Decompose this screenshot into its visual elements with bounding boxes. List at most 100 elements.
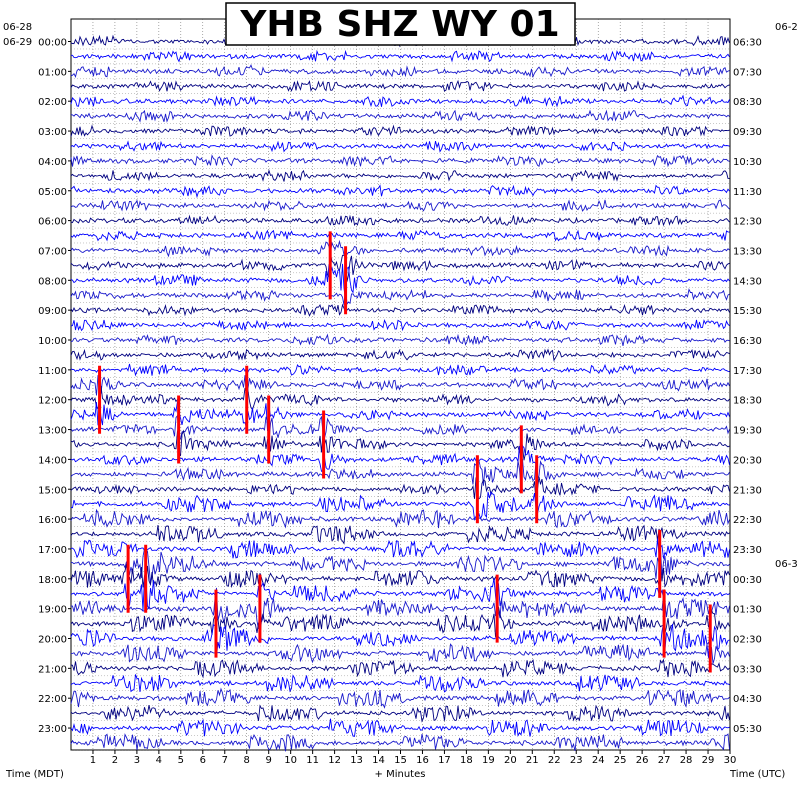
x-tick-label: 10 [284, 755, 297, 766]
right-hour-label: 14:30 [733, 276, 762, 287]
trace-line [70, 621, 730, 658]
x-tick-label: 24 [592, 755, 605, 766]
x-tick-label: 28 [680, 755, 693, 766]
left-axis-label: Time (MDT) [5, 769, 64, 780]
right-hour-label: 06:30 [733, 38, 762, 49]
trace-line [70, 658, 730, 679]
trace-line [70, 229, 730, 242]
trace-line [70, 458, 730, 488]
right-hour-label: 15:30 [733, 306, 762, 317]
trace-line [70, 414, 730, 443]
trace-line [70, 286, 730, 306]
left-hour-label: 21:00 [38, 664, 67, 675]
right-hour-label: 11:30 [733, 187, 762, 198]
trace-line [70, 140, 730, 153]
left-hour-label: 07:00 [38, 246, 67, 257]
right-hour-label: 05:30 [733, 724, 762, 735]
trace-line [70, 444, 730, 473]
left-hour-label: 04:00 [38, 157, 67, 168]
trace-line [70, 733, 730, 752]
left-hour-label: 13:00 [38, 426, 67, 437]
x-tick-label: 26 [636, 755, 649, 766]
trace-line [70, 303, 730, 317]
x-tick-label: 27 [658, 755, 671, 766]
right-axis-label: Time (UTC) [729, 769, 785, 780]
left-hour-label: 09:00 [38, 306, 67, 317]
x-tick-label: 4 [156, 755, 162, 766]
left-hour-label: 18:00 [38, 575, 67, 586]
right-hour-label: 19:30 [733, 426, 762, 437]
x-tick-label: 15 [394, 755, 407, 766]
trace-line [71, 49, 730, 63]
grid-lines [71, 19, 730, 751]
x-tick-label: 18 [460, 755, 473, 766]
axes: 1 2 3 4 5 6 7 8 9 10 11 12 13 14 15 16 17 18 19 20 21 22 23 24 2… [38, 38, 762, 767]
x-tick-label: 19 [482, 755, 495, 766]
trace-line [70, 704, 730, 723]
x-tick-label: 13 [350, 755, 363, 766]
left-hour-label: 19:00 [38, 605, 67, 616]
left-date-second: 06-29 [3, 37, 32, 48]
trace-line [70, 363, 730, 377]
trace-line [70, 319, 730, 332]
right-hour-label: 16:30 [733, 336, 762, 347]
x-tick-label: 14 [372, 755, 385, 766]
event-markers [98, 231, 712, 673]
right-date-next: 06-3 [775, 559, 798, 570]
right-hour-label: 04:30 [733, 694, 762, 705]
left-hour-label: 05:00 [38, 187, 67, 198]
left-hour-label: 00:00 [38, 38, 67, 49]
x-tick-label: 22 [548, 755, 561, 766]
chart-title: YHB SHZ WY 01 [239, 4, 559, 45]
right-hour-label: 08:30 [733, 97, 762, 108]
trace-line [70, 109, 730, 123]
x-tick-label: 5 [178, 755, 184, 766]
trace-line [70, 606, 730, 637]
trace-line [70, 401, 730, 432]
trace-line [70, 538, 730, 559]
x-tick-label: 20 [504, 755, 517, 766]
left-hour-label: 10:00 [38, 336, 67, 347]
trace-line [70, 214, 730, 227]
x-tick-label: 17 [438, 755, 451, 766]
x-tick-label: 8 [244, 755, 250, 766]
right-hour-label: 03:30 [733, 664, 762, 675]
left-hour-label: 02:00 [38, 97, 67, 108]
left-hour-label: 23:00 [38, 724, 67, 735]
x-axis-label: + Minutes [375, 769, 426, 780]
trace-line [70, 508, 730, 529]
x-tick-label: 7 [222, 755, 228, 766]
x-tick-label: 16 [416, 755, 429, 766]
x-tick-label: 12 [328, 755, 341, 766]
right-hour-label: 23:30 [733, 545, 762, 556]
left-hour-label: 20:00 [38, 635, 67, 646]
trace-line [70, 124, 730, 137]
x-tick-label: 23 [570, 755, 583, 766]
trace-line [70, 641, 730, 664]
x-tick-label: 11 [306, 755, 319, 766]
left-hour-label: 16:00 [38, 515, 67, 526]
trace-line [70, 253, 730, 282]
right-hour-label: 17:30 [733, 366, 762, 377]
left-hour-label: 22:00 [38, 694, 67, 705]
left-hour-label: 14:00 [38, 455, 67, 466]
right-hour-label: 02:30 [733, 635, 762, 646]
right-date-start: 06-2 [775, 22, 798, 33]
trace-line [70, 64, 730, 79]
left-hour-label: 17:00 [38, 545, 67, 556]
left-hour-label: 03:00 [38, 127, 67, 138]
right-hour-label: 12:30 [733, 217, 762, 228]
x-tick-label: 6 [200, 755, 206, 766]
right-hour-label: 07:30 [733, 67, 762, 78]
trace-line [70, 687, 730, 709]
trace-line [70, 348, 730, 362]
x-tick-label: 9 [266, 755, 272, 766]
trace-line [70, 476, 730, 504]
trace-line [70, 79, 730, 92]
right-hour-label: 20:30 [733, 455, 762, 466]
x-tick-label: 21 [526, 755, 539, 766]
x-tick-label: 2 [112, 755, 118, 766]
left-date-start: 06-28 [3, 22, 32, 33]
title-box [225, 2, 576, 46]
